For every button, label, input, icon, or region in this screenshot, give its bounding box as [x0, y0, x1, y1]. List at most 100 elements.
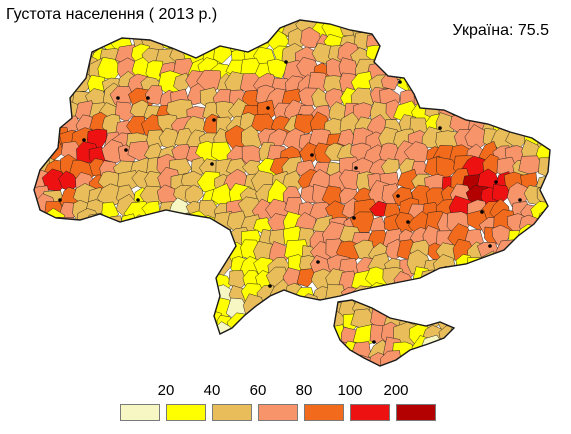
district-region — [34, 339, 53, 365]
district-region — [34, 241, 51, 261]
district-region — [413, 301, 430, 321]
district-region — [187, 350, 207, 366]
district-region — [282, 337, 305, 358]
district-region — [536, 48, 550, 71]
district-region — [99, 227, 122, 253]
district-region — [397, 33, 417, 52]
district-region — [480, 101, 501, 126]
district-region — [34, 214, 36, 234]
district-region — [212, 20, 237, 22]
district-region — [183, 20, 208, 44]
district-region — [141, 254, 162, 274]
city-marker — [266, 106, 270, 110]
district-region — [492, 85, 516, 111]
district-region — [505, 29, 528, 56]
district-region — [440, 340, 459, 361]
district-region — [74, 337, 95, 363]
district-region — [281, 294, 306, 318]
district-region — [451, 20, 474, 25]
district-region — [489, 268, 515, 293]
map-title: Густота населення ( 2013 р.) — [6, 6, 218, 23]
city-marker — [354, 166, 358, 170]
district-region — [228, 20, 251, 36]
district-region — [34, 72, 41, 98]
district-region — [426, 296, 446, 317]
district-region — [111, 337, 135, 364]
district-region — [157, 340, 180, 364]
district-region — [34, 59, 55, 81]
city-marker — [438, 126, 442, 130]
district-region — [412, 351, 435, 366]
district-region — [521, 20, 543, 38]
district-region — [310, 352, 333, 366]
city-marker — [316, 260, 320, 264]
district-region — [266, 297, 291, 320]
district-region — [421, 72, 448, 97]
district-region — [155, 253, 177, 278]
district-region — [71, 326, 96, 347]
district-region — [172, 20, 196, 26]
district-region — [537, 32, 550, 52]
district-region — [534, 20, 550, 26]
district-region — [178, 20, 207, 24]
district-region — [516, 323, 540, 345]
district-region — [34, 293, 51, 316]
district-region — [45, 284, 71, 307]
district-region — [506, 355, 533, 366]
district-region — [85, 285, 109, 306]
district-region — [89, 321, 111, 347]
district-region — [364, 20, 385, 23]
district-region — [379, 20, 403, 41]
district-region — [34, 60, 39, 83]
district-region — [522, 256, 540, 276]
district-region — [535, 61, 550, 86]
district-region — [435, 265, 460, 289]
district-region — [42, 326, 67, 348]
district-region — [507, 20, 529, 24]
district-region — [420, 269, 445, 289]
city-marker — [518, 198, 522, 202]
district-region — [115, 253, 138, 274]
district-region — [492, 42, 515, 67]
legend-swatch-2 — [166, 404, 206, 421]
district-region — [476, 73, 500, 96]
city-marker — [82, 138, 86, 142]
district-region — [34, 336, 38, 360]
district-region — [311, 326, 332, 346]
district-region — [398, 45, 421, 69]
district-region — [88, 243, 111, 266]
district-region — [102, 266, 124, 291]
district-region — [157, 20, 183, 41]
district-region — [507, 87, 533, 113]
district-region — [465, 47, 489, 67]
district-region — [113, 240, 136, 267]
national-density-label: Україна: 75.5 — [452, 22, 549, 39]
district-region — [34, 307, 38, 332]
district-region — [465, 20, 489, 29]
district-region — [131, 20, 155, 40]
city-marker — [372, 340, 376, 344]
district-region — [130, 270, 156, 293]
district-region — [436, 72, 462, 95]
district-region — [421, 20, 443, 24]
district-region — [111, 312, 139, 335]
district-region — [518, 113, 545, 138]
district-region — [100, 255, 121, 277]
legend-break-40: 40 — [203, 382, 221, 399]
district-region — [495, 313, 517, 337]
district-region — [518, 62, 545, 85]
district-region — [467, 34, 491, 55]
district-region — [67, 256, 93, 278]
district-region — [161, 352, 183, 366]
district-region — [422, 20, 443, 35]
district-region — [101, 313, 126, 336]
district-region — [225, 20, 250, 27]
district-region — [182, 242, 206, 266]
district-region — [490, 98, 515, 120]
city-marker — [396, 194, 400, 198]
district-region — [299, 327, 322, 349]
district-region — [34, 29, 51, 52]
district-region — [173, 225, 197, 246]
district-region — [448, 28, 473, 51]
district-region — [198, 227, 224, 253]
